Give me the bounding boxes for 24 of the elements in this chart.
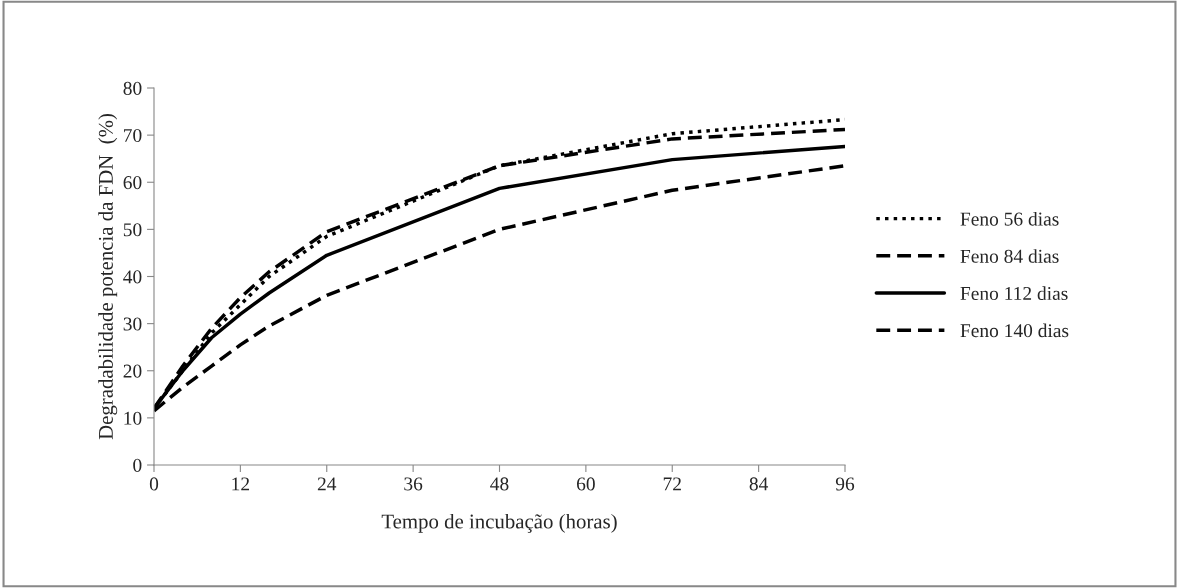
x-tick-label: 12 <box>232 477 250 491</box>
x-tick-label: 36 <box>404 477 423 491</box>
y-tick-label: 80 <box>123 81 142 95</box>
y-tick-label: 10 <box>124 411 142 425</box>
x-tick-label: 60 <box>576 477 595 491</box>
x-tick-label: 24 <box>317 477 337 491</box>
x-tick-label: 84 <box>749 477 769 491</box>
y-axis-title: Degradabilidade potencia da FDN (%) <box>98 114 118 440</box>
legend-label: Feno 140 dias <box>960 323 1069 338</box>
legend-label: Feno 112 dias <box>960 286 1068 301</box>
y-tick-label: 60 <box>123 176 142 190</box>
x-tick-label: 72 <box>663 477 681 491</box>
legend-label: Feno 84 dias <box>960 249 1059 263</box>
x-tick-label: 96 <box>835 477 855 491</box>
y-tick-label: 20 <box>123 364 142 378</box>
y-tick-label: 50 <box>123 223 142 237</box>
legend-label: Feno 56 dias <box>960 211 1059 226</box>
y-tick-label: 0 <box>133 458 142 472</box>
x-tick-label: 48 <box>490 477 509 491</box>
y-tick-label: 70 <box>124 128 142 143</box>
y-tick-label: 30 <box>123 317 142 331</box>
y-tick-label: 40 <box>123 270 142 284</box>
x-axis-title: Tempo de incubação (horas) <box>381 513 617 533</box>
x-tick-label: 0 <box>149 477 159 491</box>
